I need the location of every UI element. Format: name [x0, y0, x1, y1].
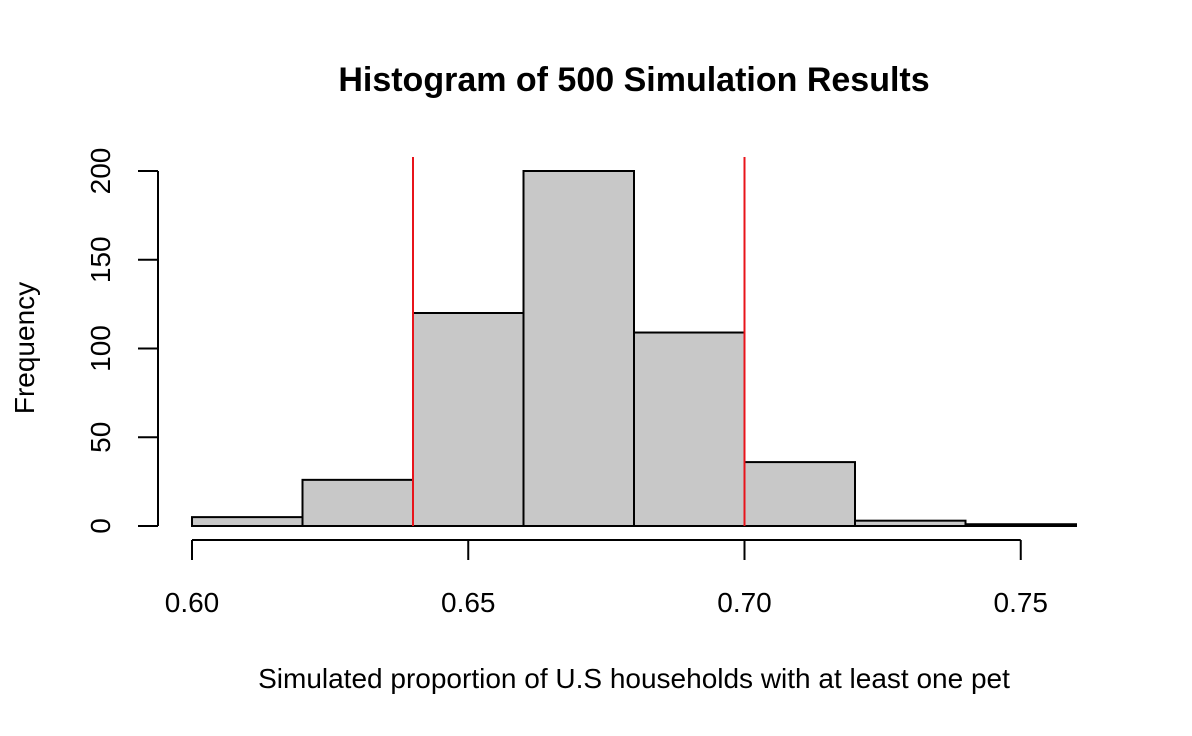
y-tick-label-2: 100: [85, 325, 116, 372]
y-tick-label-0: 0: [85, 518, 116, 534]
x-tick-label-0: 0.60: [165, 587, 220, 618]
histogram-bar-1: [301, 478, 414, 528]
histogram-bar-0: [191, 516, 304, 527]
histogram-bar-6: [854, 519, 967, 527]
chart-title: Histogram of 500 Simulation Results: [338, 61, 929, 99]
histogram-bar-2: [412, 312, 525, 527]
y-axis-label: Frequency: [9, 282, 40, 414]
histogram-bar-3: [522, 170, 635, 527]
x-axis: 0.60 0.65 0.70 0.75: [165, 539, 1049, 618]
histogram-bar-7: [964, 523, 1077, 527]
y-tick-label-1: 50: [85, 422, 116, 453]
reference-lines-group: [412, 157, 746, 526]
histogram-bar-5: [743, 461, 856, 528]
x-tick-label-1: 0.65: [441, 587, 496, 618]
x-tick-label-2: 0.70: [717, 587, 772, 618]
histogram-bar-4: [633, 331, 746, 527]
bars-group: [191, 170, 1077, 528]
y-tick-label-4: 200: [85, 148, 116, 195]
x-tick-label-3: 0.75: [994, 587, 1049, 618]
y-axis: 0 50 100 150 200: [85, 148, 159, 534]
y-tick-label-3: 150: [85, 236, 116, 283]
x-axis-label: Simulated proportion of U.S households w…: [258, 663, 1010, 694]
